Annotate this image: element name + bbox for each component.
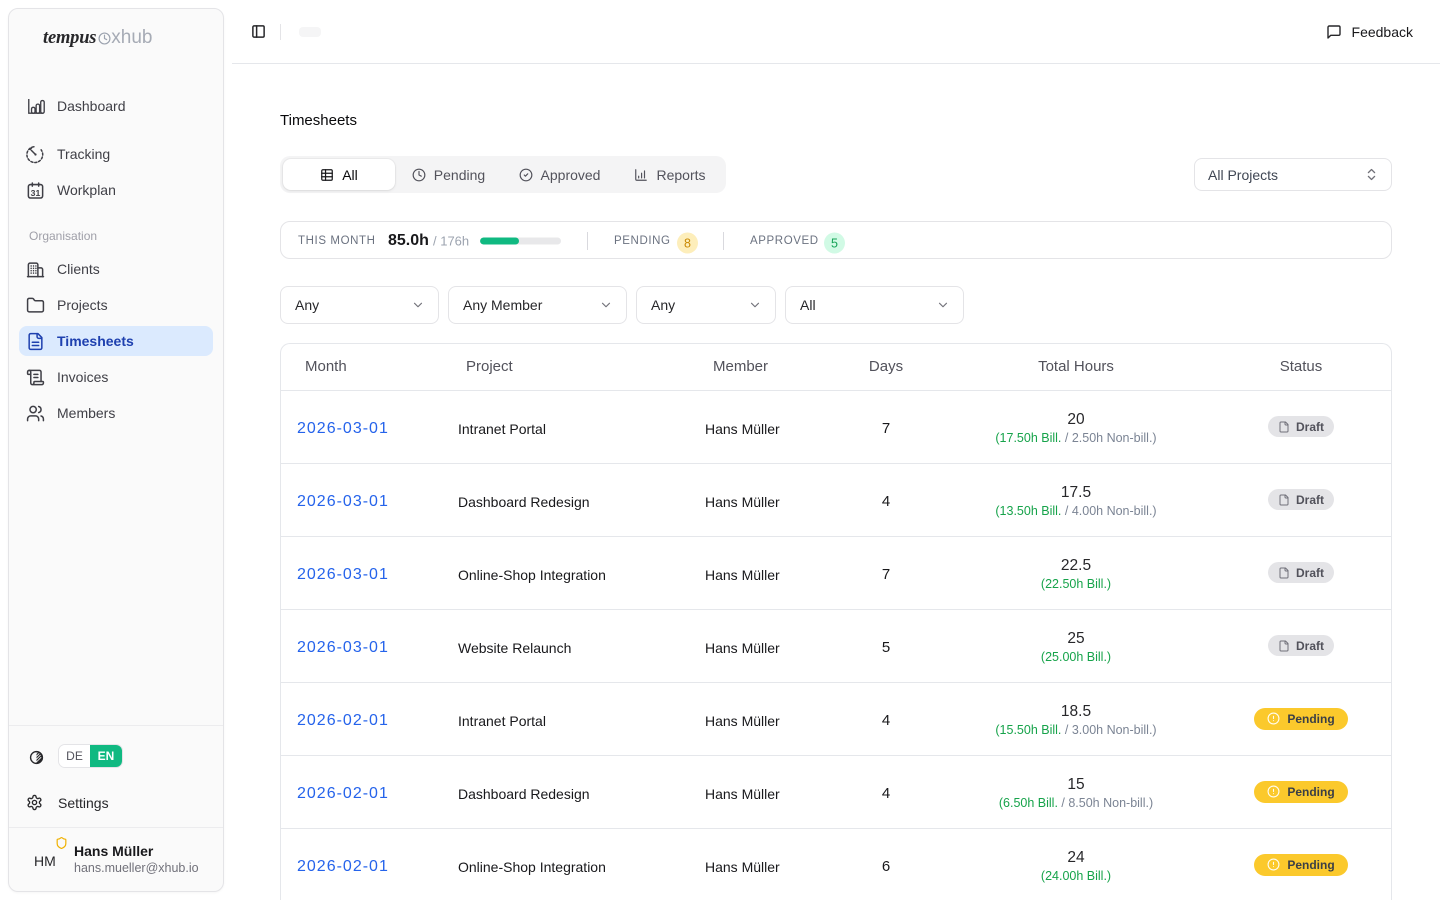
svg-text:31: 31 [31,188,41,198]
